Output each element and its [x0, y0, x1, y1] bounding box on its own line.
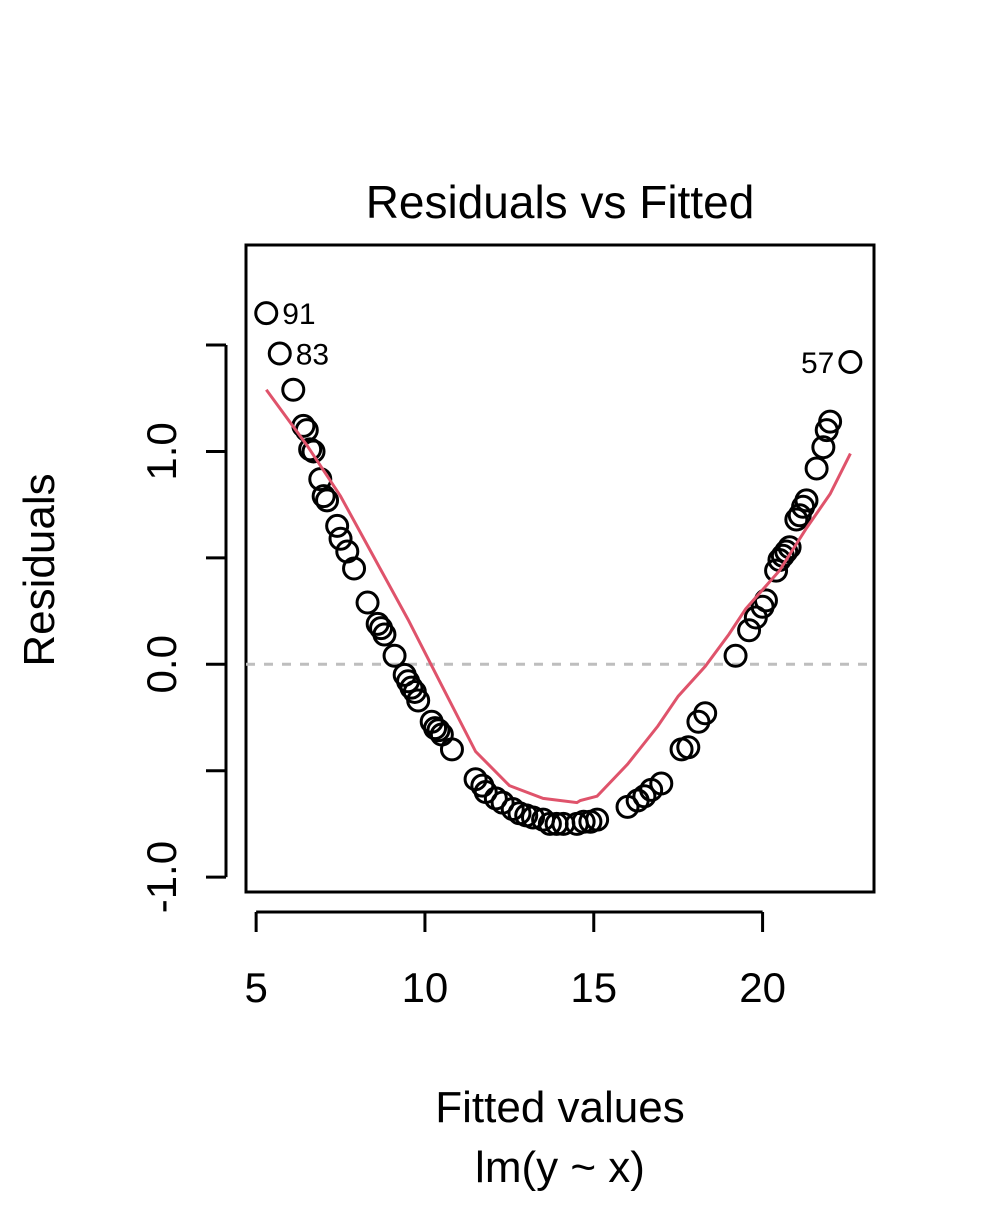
- x-tick-label: 10: [402, 964, 449, 1011]
- residual-point: [571, 809, 596, 834]
- residual-point: [325, 513, 350, 538]
- y-tick-label: 1.0: [138, 422, 185, 480]
- residual-point: [372, 622, 397, 647]
- residual-point: [784, 507, 809, 532]
- residual-point: [585, 807, 610, 832]
- residual-point: [723, 643, 748, 668]
- residual-point: [818, 409, 843, 434]
- residual-point: [649, 771, 674, 796]
- residual-point: [764, 558, 789, 583]
- residual-point: [632, 784, 657, 809]
- y-tick-label: -1.0: [138, 841, 185, 913]
- residual-point: [382, 643, 407, 668]
- outlier-label: 83: [296, 339, 329, 372]
- residual-point: [355, 590, 380, 615]
- residual-point: [342, 556, 367, 581]
- smoother-line: [265, 388, 852, 805]
- x-tick-label: 20: [739, 964, 786, 1011]
- outlier-label: 91: [282, 298, 315, 331]
- y-tick-label: 0.0: [138, 635, 185, 693]
- residual-point: [439, 737, 464, 762]
- residual-point: [676, 735, 701, 760]
- residual-point: [794, 488, 819, 513]
- residual-point: [693, 701, 718, 726]
- residual-point: [301, 439, 326, 464]
- x-axis-sublabel: lm(y ~ x): [475, 1143, 645, 1192]
- x-axis-label: Fitted values: [435, 1083, 684, 1132]
- residual-point: [406, 688, 431, 713]
- y-axis-label: Residuals: [15, 473, 64, 666]
- residual-point: [298, 437, 323, 462]
- chart-title: Residuals vs Fitted: [366, 176, 755, 228]
- residual-point: [753, 588, 778, 613]
- x-tick-label: 5: [244, 964, 267, 1011]
- plot-frame: [244, 243, 876, 894]
- x-tick-label: 15: [570, 964, 617, 1011]
- residual-point: [804, 456, 829, 481]
- residual-point: [811, 435, 836, 460]
- residual-point: [281, 377, 306, 402]
- plot-layer: 5 10 15 20 -1.0 0.0 1.0 91 83 57: [138, 243, 876, 1011]
- residual-point: [737, 618, 762, 643]
- residual-point: [838, 350, 863, 375]
- residual-point: [254, 301, 279, 326]
- residual-point: [777, 535, 802, 560]
- outlier-label: 57: [801, 347, 834, 380]
- residual-point: [537, 811, 562, 836]
- residual-point: [426, 718, 451, 743]
- residual-point: [399, 675, 424, 700]
- residual-point: [267, 341, 292, 366]
- residual-point: [423, 716, 448, 741]
- residual-point: [328, 526, 353, 551]
- residual-point: [315, 488, 340, 513]
- residual-point: [311, 484, 336, 509]
